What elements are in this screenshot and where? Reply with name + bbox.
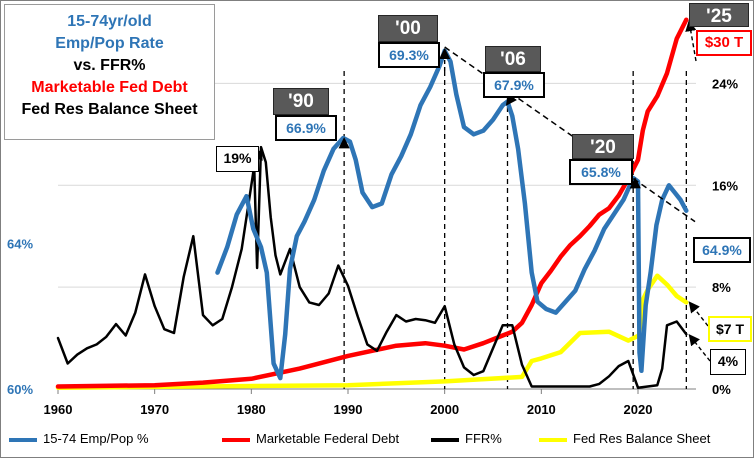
year-tag-2025: '25 xyxy=(689,3,749,27)
legend-item-ffr: FFR% xyxy=(431,429,502,449)
legend-label-emp: 15-74 Emp/Pop % xyxy=(43,431,149,446)
title-line-2: Emp/Pop Rate xyxy=(55,35,164,52)
legend-item-debt: Marketable Federal Debt xyxy=(222,429,399,449)
x-tick-label-2000: 2000 xyxy=(430,402,459,417)
emp-label-2025: 64.9% xyxy=(693,237,751,263)
legend-item-emp: 15-74 Emp/Pop % xyxy=(9,429,149,449)
debt-label-now: $30 T xyxy=(696,30,752,56)
legend-swatch-emp xyxy=(9,437,37,442)
year-tag-1990: '90 xyxy=(273,88,329,115)
right-tick-label-2: 16% xyxy=(712,178,738,193)
year-tag-2020: '20 xyxy=(572,134,634,159)
right-tick-label-3: 24% xyxy=(712,76,738,91)
legend-item-bs: Fed Res Balance Sheet xyxy=(539,429,710,449)
x-tick-label-2010: 2010 xyxy=(527,402,556,417)
emp-label-2006: 67.9% xyxy=(483,72,545,98)
x-tick-label-1970: 1970 xyxy=(140,402,169,417)
arrow-debt-now xyxy=(685,19,697,62)
legend-swatch-bs xyxy=(539,437,567,442)
title-line-4: Marketable Fed Debt xyxy=(31,79,188,96)
balance-sheet-label-now: $7 T xyxy=(708,316,752,342)
title-line-5: Fed Res Balance Sheet xyxy=(21,101,198,118)
year-tag-2000: '00 xyxy=(378,15,438,42)
series-line-fed-res-balance-sheet xyxy=(55,273,689,390)
title-line-1: 15-74yr/old xyxy=(67,13,152,30)
arrow-bs-now xyxy=(688,301,709,327)
legend-label-ffr: FFR% xyxy=(465,431,502,446)
left-tick-label-0: 60% xyxy=(7,382,33,397)
title-line-3: vs. FFR% xyxy=(73,57,146,74)
chart-title-box: 15-74yr/old Emp/Pop Rate vs. FFR% Market… xyxy=(4,4,215,140)
legend-swatch-debt xyxy=(222,437,250,442)
ffr-peak-label: 19% xyxy=(216,146,259,172)
left-tick-label-1: 64% xyxy=(7,236,33,251)
emp-label-2020: 65.8% xyxy=(569,159,633,185)
series-line-marketable-federal-debt xyxy=(55,17,689,389)
x-tick-label-1980: 1980 xyxy=(237,402,266,417)
year-tag-2006: '06 xyxy=(485,46,541,72)
right-tick-label-1: 8% xyxy=(712,280,731,295)
ffr-label-now: 4% xyxy=(710,349,746,375)
x-tick-label-1990: 1990 xyxy=(334,402,363,417)
emp-label-2000: 69.3% xyxy=(378,42,440,68)
x-tick-label-1960: 1960 xyxy=(44,402,73,417)
x-tick-label-2020: 2020 xyxy=(624,402,653,417)
arrow-2006 xyxy=(505,93,517,106)
emp-label-1990: 66.9% xyxy=(275,115,337,141)
legend-swatch-ffr xyxy=(431,437,459,442)
right-tick-label-0: 0% xyxy=(712,382,731,397)
series-line-ffr- xyxy=(56,145,688,389)
legend-label-bs: Fed Res Balance Sheet xyxy=(573,431,711,446)
legend-label-debt: Marketable Federal Debt xyxy=(256,431,400,446)
arrow-ffr-now xyxy=(688,334,711,362)
legend: 15-74 Emp/Pop % Marketable Federal Debt … xyxy=(7,429,751,449)
